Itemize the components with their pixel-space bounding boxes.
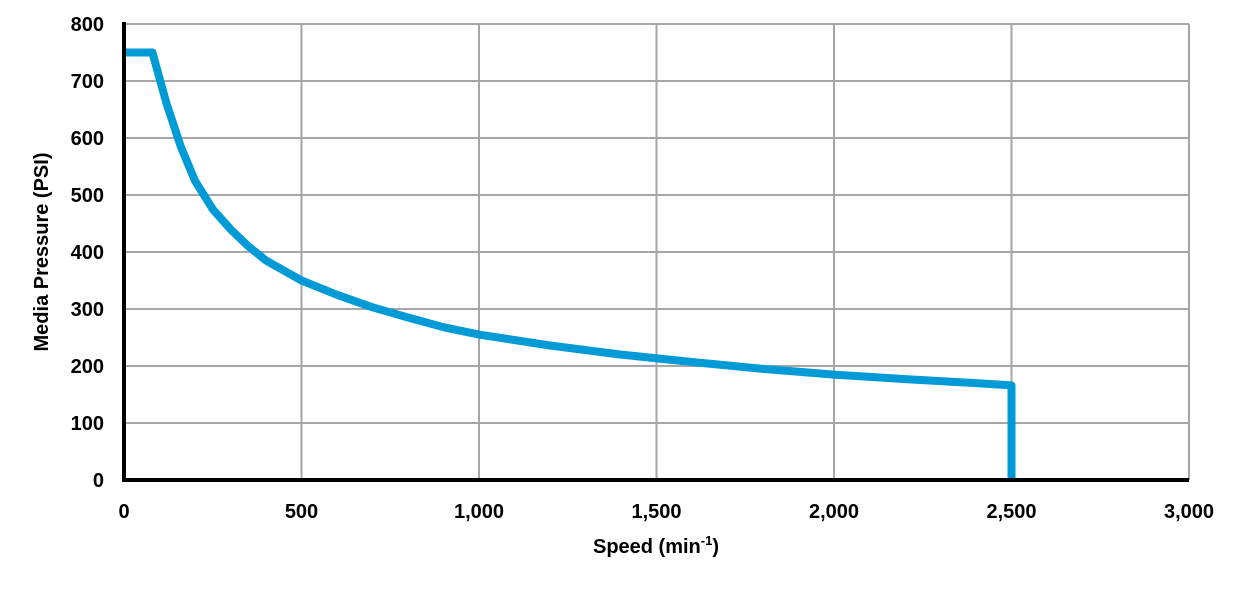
y-tick-label: 0 [93,470,104,492]
pressure-curve [124,48,1016,480]
y-axis-label: Media Pressure (PSI) [31,153,53,352]
grid [124,23,1190,480]
y-tick-label: 800 [71,14,104,36]
series-layer [124,48,1016,480]
x-tick-label: 1,500 [631,501,681,523]
y-tick-label: 300 [71,299,104,321]
x-axis-label-main: Speed (min [593,536,701,558]
x-tick-label: 500 [285,501,318,523]
x-tick-label: 1,000 [454,501,504,523]
x-axis-label-end: ) [712,536,719,558]
x-axis-label: Speed (min-1) [593,533,719,558]
x-tick-label: 2,500 [986,501,1036,523]
y-tick-label: 400 [71,242,104,264]
x-tick-label: 0 [118,501,129,523]
axes [122,22,1189,482]
x-axis-label-sup: -1 [701,533,713,548]
y-tick-label: 700 [71,71,104,93]
y-tick-label: 200 [71,356,104,378]
tick-labels: 0 100 200 300 400 500 600 700 800 0 500 1,000 1,500 2… [71,14,1214,523]
y-tick-label: 600 [71,128,104,150]
y-tick-label: 500 [71,185,104,207]
x-tick-label: 3,000 [1164,501,1214,523]
x-tick-label: 2,000 [809,501,859,523]
y-tick-label: 100 [71,413,104,435]
